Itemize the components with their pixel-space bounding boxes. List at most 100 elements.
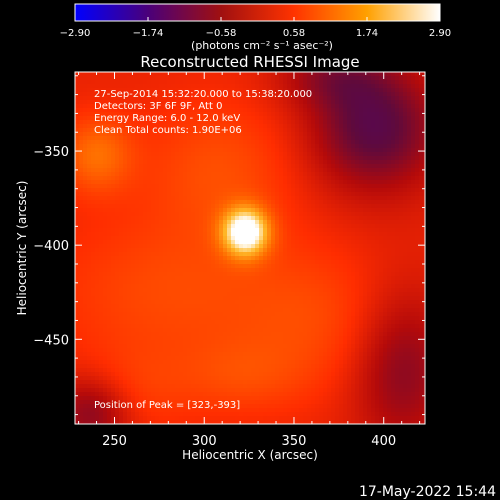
- heatmap-cell: [203, 244, 208, 249]
- heatmap-cell: [271, 196, 276, 201]
- heatmap-cell: [335, 120, 340, 125]
- heatmap-cell: [343, 256, 348, 261]
- heatmap-cell: [315, 268, 320, 273]
- heatmap-cell: [351, 196, 356, 201]
- heatmap-cell: [291, 244, 296, 249]
- heatmap-cell: [275, 188, 280, 193]
- heatmap-cell: [111, 272, 116, 277]
- heatmap-cell: [335, 80, 340, 85]
- heatmap-cell: [395, 128, 400, 133]
- heatmap-cell: [239, 176, 244, 181]
- heatmap-cell: [279, 120, 284, 125]
- heatmap-cell: [363, 80, 368, 85]
- heatmap-cell: [415, 184, 420, 189]
- heatmap-cell: [347, 252, 352, 257]
- heatmap-cell: [339, 120, 344, 125]
- heatmap-cell: [111, 204, 116, 209]
- heatmap-cell: [231, 148, 236, 153]
- heatmap-cell: [95, 120, 100, 125]
- heatmap-cell: [339, 208, 344, 213]
- heatmap-cell: [423, 268, 425, 273]
- heatmap-cell: [107, 296, 112, 301]
- heatmap-cell: [135, 188, 140, 193]
- heatmap-cell: [123, 164, 128, 169]
- heatmap-cell: [147, 252, 152, 257]
- heatmap-cell: [239, 132, 244, 137]
- heatmap-cell: [219, 260, 224, 265]
- heatmap-cell: [251, 216, 256, 221]
- heatmap-cell: [375, 112, 380, 117]
- heatmap-cell: [307, 100, 312, 105]
- heatmap-cell: [131, 196, 136, 201]
- heatmap-cell: [163, 156, 168, 161]
- heatmap-cell: [303, 292, 308, 297]
- heatmap-cell: [131, 124, 136, 129]
- heatmap-cell: [331, 160, 336, 165]
- heatmap-cell: [143, 108, 148, 113]
- heatmap-cell: [191, 160, 196, 165]
- heatmap-cell: [183, 140, 188, 145]
- heatmap-cell: [187, 268, 192, 273]
- heatmap-cell: [415, 268, 420, 273]
- heatmap-cell: [267, 292, 272, 297]
- heatmap-cell: [223, 156, 228, 161]
- heatmap-cell: [263, 228, 268, 233]
- heatmap-cell: [219, 236, 224, 241]
- heatmap-cell: [339, 100, 344, 105]
- heatmap-cell: [167, 172, 172, 177]
- heatmap-cell: [319, 160, 324, 165]
- heatmap-cell: [355, 196, 360, 201]
- heatmap-cell: [395, 284, 400, 289]
- heatmap-cell: [343, 288, 348, 293]
- heatmap-cell: [87, 108, 92, 113]
- heatmap-cell: [83, 248, 88, 253]
- heatmap-cell: [399, 280, 404, 285]
- heatmap-cell: [351, 76, 356, 81]
- heatmap-cell: [123, 236, 128, 241]
- heatmap-cell: [363, 172, 368, 177]
- heatmap-cell: [135, 236, 140, 241]
- heatmap-cell: [235, 296, 240, 301]
- heatmap-cell: [311, 104, 316, 109]
- heatmap-cell: [327, 136, 332, 141]
- heatmap-cell: [335, 192, 340, 197]
- heatmap-cell: [371, 256, 376, 261]
- heatmap-cell: [271, 288, 276, 293]
- heatmap-cell: [167, 84, 172, 89]
- heatmap-cell: [335, 148, 340, 153]
- heatmap-cell: [203, 148, 208, 153]
- heatmap-cell: [295, 228, 300, 233]
- heatmap-cell: [107, 260, 112, 265]
- heatmap-cell: [147, 172, 152, 177]
- heatmap-cell: [123, 244, 128, 249]
- heatmap-cell: [243, 256, 248, 261]
- heatmap-cell: [179, 76, 184, 81]
- heatmap-cell: [251, 232, 256, 237]
- heatmap-cell: [327, 204, 332, 209]
- heatmap-cell: [359, 160, 364, 165]
- heatmap-cell: [307, 268, 312, 273]
- heatmap-cell: [91, 252, 96, 257]
- heatmap-cell: [139, 188, 144, 193]
- heatmap-cell: [75, 140, 80, 145]
- heatmap-cell: [287, 84, 292, 89]
- heatmap-cell: [163, 244, 168, 249]
- heatmap-cell: [215, 284, 220, 289]
- heatmap-cell: [163, 268, 168, 273]
- heatmap-cell: [175, 140, 180, 145]
- heatmap-cell: [171, 168, 176, 173]
- heatmap-cell: [303, 104, 308, 109]
- heatmap-cell: [195, 192, 200, 197]
- heatmap-cell: [159, 144, 164, 149]
- heatmap-cell: [391, 128, 396, 133]
- heatmap-cell: [299, 236, 304, 241]
- heatmap-cell: [379, 288, 384, 293]
- heatmap-cell: [311, 132, 316, 137]
- heatmap-cell: [99, 120, 104, 125]
- heatmap-cell: [135, 248, 140, 253]
- heatmap-cell: [371, 220, 376, 225]
- heatmap-cell: [283, 232, 288, 237]
- heatmap-cell: [175, 216, 180, 221]
- heatmap-cell: [159, 116, 164, 121]
- heatmap-cell: [371, 108, 376, 113]
